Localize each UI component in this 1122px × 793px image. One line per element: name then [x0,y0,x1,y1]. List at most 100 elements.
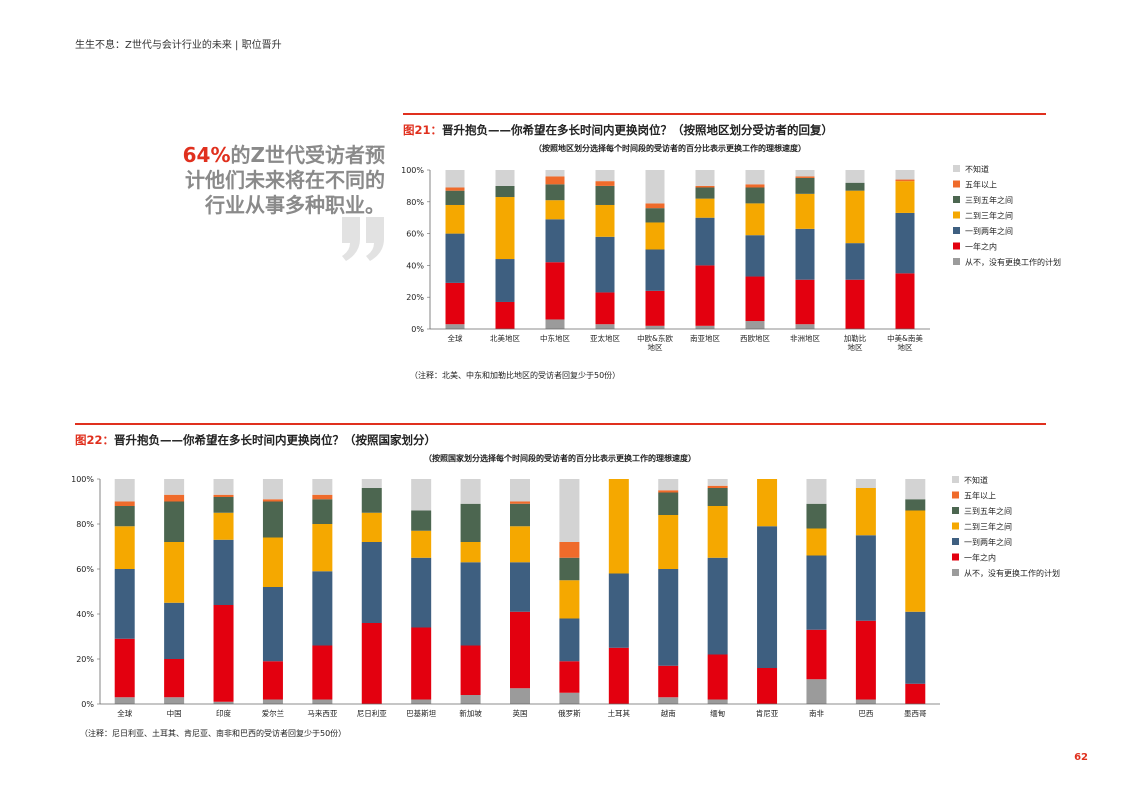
fig22-legend-label: 二到三年之间 [964,522,1012,532]
fig22-bar-segment [411,510,432,531]
fig22-label: 图22： [75,433,115,447]
fig21-bar-segment [645,170,665,204]
fig22-bar-segment [658,490,679,493]
fig21-category-label: 西欧地区 [740,333,770,343]
fig21-bar-segment [795,176,815,178]
fig21-bar-segment [595,185,615,205]
fig22-category-label: 新加坡 [459,708,482,718]
fig21-title-text: 晋升抱负——你希望在多长时间内更换岗位？（按照地区划分受访者的回复） [442,123,834,137]
fig22-bar-segment [510,503,530,527]
fig22-bar-segment [114,638,135,698]
fig22-bar-segment [855,620,876,700]
fig21-bar-segment [745,184,765,188]
fig21-category-label: 南亚地区 [690,333,720,343]
fig21-bar-segment [845,243,865,280]
fig22-bar-segment [262,661,283,700]
fig22-bar-segment [411,479,432,511]
fig22-bar-segment [559,692,580,704]
fig21-legend-swatch [953,242,960,250]
fig22-bar-segment [707,479,728,486]
fig22-legend-label: 三到五年之间 [964,506,1012,516]
quote-mark-icon [342,217,384,261]
fig22-bar-segment [658,492,679,515]
fig22-bar-segment [164,501,185,542]
fig21-bar-segment [745,321,765,329]
fig21-bar-segment [595,204,615,237]
fig22-bar-segment [164,659,185,698]
fig21-bar-segment [745,235,765,277]
fig21-bar-segment [595,181,615,186]
fig22-bar-segment [510,688,530,704]
fig22-bar-segment [262,537,283,587]
fig21-category-label: 加勒比 [844,333,867,343]
fig21-legend-label: 从不，没有更换工作的计划 [965,257,1061,267]
fig21-category-label: 中欧&东欧 [637,333,673,343]
fig22-bar-segment [262,499,283,502]
fig22-bar-segment [312,699,333,704]
fig21-label: 图21： [403,123,443,137]
fig22-bar-segment [707,699,728,704]
fig21-bar-segment [495,185,515,198]
fig21-bar-segment [895,273,915,329]
fig22-bar-segment [460,645,481,695]
fig21-category-label: 中美&南美 [887,333,923,343]
fig21-bar-segment [445,282,465,325]
fig22-bar-segment [411,627,432,700]
fig22-category-label: 中国 [167,708,182,718]
fig22-bar-segment [164,602,185,659]
fig22-bar-segment [213,512,234,540]
fig22-bar-segment [905,611,926,684]
fig21-category-label: 非洲地区 [790,333,820,343]
fig21-bar-segment [645,222,665,250]
fig22-category-label: 全球 [117,708,132,718]
fig21-bar-segment [695,198,715,218]
fig22-bar-segment [707,488,728,506]
fig22-top-rule [75,423,1046,425]
fig21-category-label: 中东地区 [540,333,570,343]
fig21-bar-segment [545,176,565,185]
fig21-bar-segment [745,187,765,204]
fig22-bar-segment [806,555,827,630]
fig22-bar-segment [658,665,679,698]
fig21-category-label: 亚太地区 [590,333,620,343]
fig22-title: 图22：晋升抱负——你希望在多长时间内更换岗位？（按照国家划分） [75,432,436,448]
fig22-bar-segment [658,515,679,569]
quote-line2: 计他们未来将在不同的 [185,168,385,192]
fig21-bar-segment [695,170,715,186]
fig22-legend-swatch [952,538,959,545]
fig22-category-label: 马来西亚 [307,709,337,718]
fig22-category-label: 南非 [809,708,824,718]
fig21-legend-swatch [953,165,960,172]
fig22-bar-segment [114,501,135,506]
fig22-bar-segment [262,479,283,500]
fig22-ytick-label: 40% [76,610,94,619]
fig21-legend-label: 一到两年之间 [965,226,1013,236]
fig21-bar-segment [645,290,665,326]
fig21-legend-swatch [953,227,960,234]
fig22-bar-segment [114,697,135,704]
fig22-bar-segment [411,699,432,704]
fig22-bar-segment [411,530,432,558]
fig22-bar-segment [460,562,481,646]
fig21-category-label-2: 地区 [848,342,863,352]
quote-highlight: 64% [182,143,231,167]
fig21-legend-label: 一年之内 [965,242,997,252]
fig22-bar-segment [460,542,481,563]
fig22-bar-segment [905,499,926,511]
fig21-top-rule [403,113,1046,115]
fig21-bar-segment [895,181,915,213]
fig22-bar-segment [312,571,333,646]
fig21-legend-swatch [953,258,960,265]
fig22-bar-segment [213,494,234,497]
fig22-bar-segment [559,618,580,662]
fig22-bar-segment [905,479,926,500]
fig22-bar-segment [361,512,382,542]
fig22-bar-segment [460,479,481,504]
fig21-bar-segment [645,249,665,291]
fig22-bar-segment [312,645,333,700]
fig21-category-label: 北美地区 [490,333,520,343]
fig21-bar-segment [645,325,665,329]
fig22-category-label: 爱尔兰 [262,708,285,718]
fig22-bar-segment [361,488,382,513]
